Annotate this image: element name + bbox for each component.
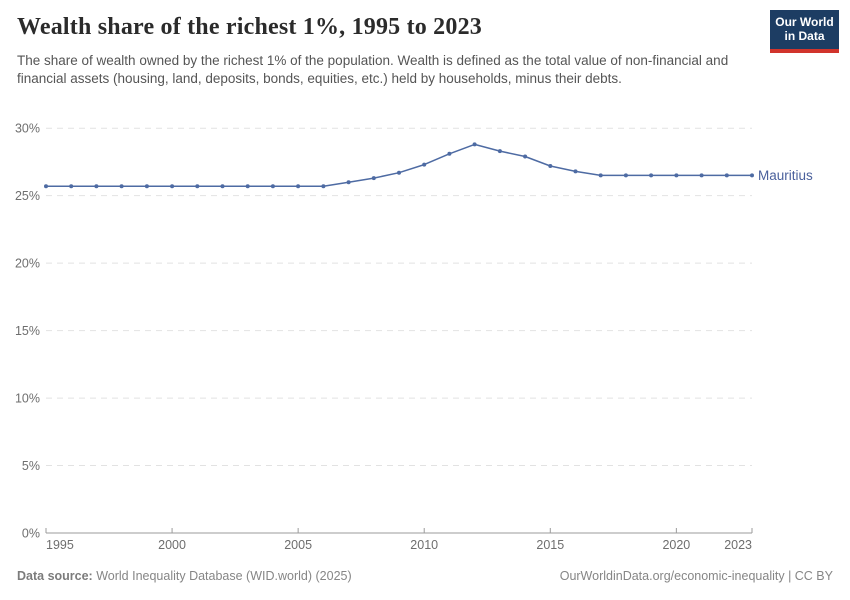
data-point-1998 xyxy=(119,184,124,189)
data-point-2005 xyxy=(296,184,301,189)
y-tick-label-0: 0% xyxy=(22,527,40,541)
y-tick-label-20: 20% xyxy=(15,257,40,271)
y-tick-label-10: 10% xyxy=(15,392,40,406)
data-point-2016 xyxy=(573,169,578,174)
x-tick-label-2010: 2010 xyxy=(410,538,438,552)
data-point-2020 xyxy=(674,173,679,178)
owid-logo-line1: Our World xyxy=(775,15,834,29)
data-point-2009 xyxy=(397,170,401,175)
x-tick-label-2020: 2020 xyxy=(662,538,690,552)
data-point-2013 xyxy=(497,149,502,154)
x-tick-label-2005: 2005 xyxy=(284,538,312,552)
x-tick-label-2000: 2000 xyxy=(158,538,186,552)
owid-logo[interactable]: Our World in Data xyxy=(770,10,839,53)
data-point-1999 xyxy=(144,184,149,189)
entity-label[interactable]: Mauritius xyxy=(758,168,813,183)
data-source-note: Data source: World Inequality Database (… xyxy=(17,569,352,583)
y-tick-label-25: 25% xyxy=(15,189,40,203)
data-point-2007 xyxy=(346,180,351,185)
data-point-2019 xyxy=(649,173,654,178)
chart-subtitle: The share of wealth owned by the richest… xyxy=(17,53,729,86)
y-tick-label-5: 5% xyxy=(22,459,40,473)
x-tick-label-2023: 2023 xyxy=(724,538,752,552)
data-line-mauritius xyxy=(46,143,752,187)
data-point-2006 xyxy=(321,184,326,189)
data-source-value: World Inequality Database (WID.world) (2… xyxy=(92,569,352,583)
data-point-2012 xyxy=(472,142,477,147)
data-point-2021 xyxy=(699,173,704,178)
x-tick-label-1995: 1995 xyxy=(46,538,74,552)
data-point-1997 xyxy=(94,184,99,189)
data-point-2017 xyxy=(598,173,603,178)
owid-logo-line2: in Data xyxy=(784,29,825,43)
data-point-2015 xyxy=(548,164,553,168)
data-point-2004 xyxy=(270,184,275,189)
data-point-2002 xyxy=(220,184,225,189)
data-point-2022 xyxy=(724,173,729,178)
data-point-2011 xyxy=(447,151,452,156)
data-point-2003 xyxy=(245,184,250,189)
data-source-label: Data source: xyxy=(17,569,93,583)
data-point-2010 xyxy=(422,162,427,167)
y-tick-label-15: 15% xyxy=(15,324,40,338)
data-point-2001 xyxy=(195,184,200,189)
data-point-2018 xyxy=(623,173,628,178)
x-tick-label-2015: 2015 xyxy=(536,538,564,552)
data-point-2000 xyxy=(170,184,175,189)
data-point-1995 xyxy=(44,184,48,189)
chart-title: Wealth share of the richest 1%, 1995 to … xyxy=(17,14,482,40)
data-point-1996 xyxy=(69,184,74,189)
data-point-2008 xyxy=(371,176,376,181)
data-point-2014 xyxy=(523,154,528,159)
owid-link[interactable]: OurWorldinData.org/economic-inequality |… xyxy=(559,569,833,583)
y-tick-label-30: 30% xyxy=(15,122,40,136)
data-point-2023 xyxy=(750,173,754,178)
